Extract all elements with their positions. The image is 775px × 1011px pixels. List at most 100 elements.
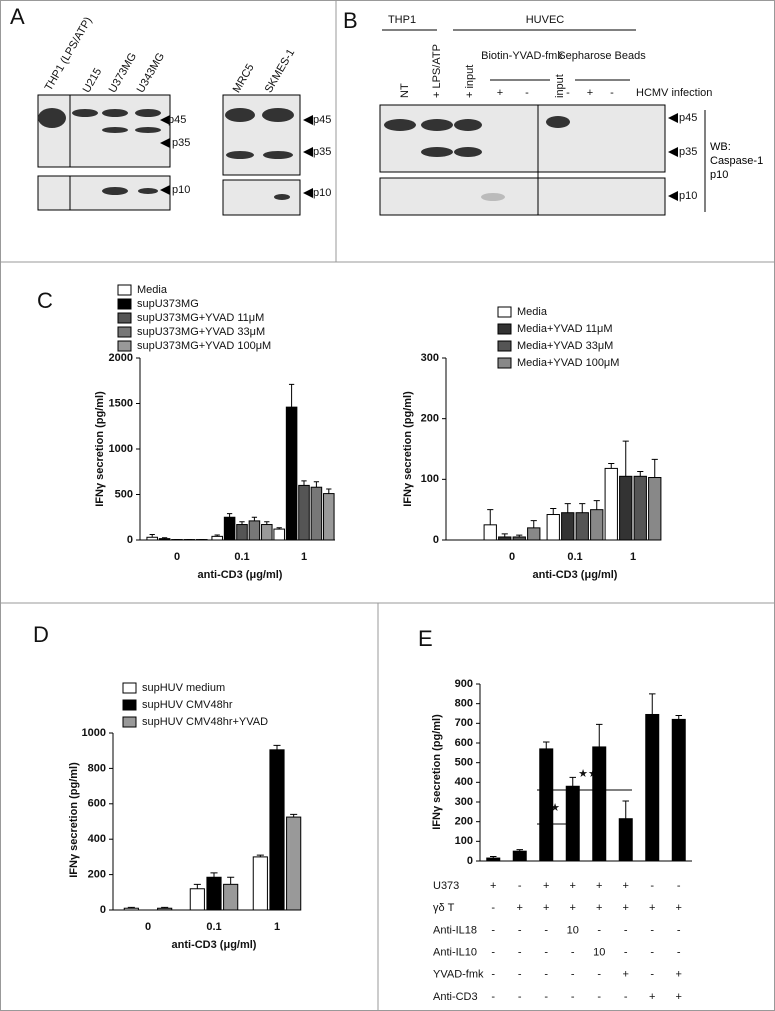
legend-swatch bbox=[117, 298, 132, 310]
x-tick-label: 1 bbox=[301, 551, 307, 563]
lane-label: SKMES-1 bbox=[263, 47, 298, 95]
legend-label: supHUV medium bbox=[142, 682, 225, 694]
y-tick-label: 700 bbox=[455, 717, 473, 729]
band bbox=[481, 193, 505, 201]
cell: + bbox=[543, 902, 549, 914]
x-tick-label: 0.1 bbox=[206, 921, 221, 933]
y-tick-label: 100 bbox=[421, 473, 439, 485]
bar bbox=[512, 536, 526, 541]
bar bbox=[206, 876, 222, 911]
band bbox=[72, 109, 98, 117]
error-bar bbox=[227, 876, 235, 885]
x-tick-label: 1 bbox=[630, 551, 636, 563]
cell: - bbox=[518, 991, 522, 1003]
cell: - bbox=[518, 969, 522, 981]
legend-label: supU373MG bbox=[137, 298, 199, 310]
cell: - bbox=[491, 991, 495, 1003]
cell: - bbox=[491, 969, 495, 981]
bar bbox=[486, 857, 501, 862]
bar bbox=[123, 907, 139, 911]
panel-letter: B bbox=[343, 8, 358, 33]
bar bbox=[498, 536, 512, 541]
bar bbox=[483, 524, 497, 541]
y-axis-label: IFNγ secretion (pg/ml) bbox=[94, 391, 106, 507]
x-axis-label: anti-CD3 (μg/ml) bbox=[533, 569, 618, 581]
marker-label: p10 bbox=[313, 187, 331, 199]
cell: + bbox=[543, 880, 549, 892]
sign: + bbox=[587, 87, 593, 99]
lane-label: + input bbox=[464, 65, 476, 98]
legend-label: supU373MG+YVAD 11μM bbox=[137, 312, 264, 324]
error-bar bbox=[651, 458, 658, 478]
legend-swatch bbox=[117, 340, 132, 352]
cell: - bbox=[518, 947, 522, 959]
lane-label: input bbox=[554, 74, 566, 98]
legend-swatch bbox=[497, 357, 512, 369]
error-bar bbox=[596, 723, 603, 747]
marker-label: p35 bbox=[172, 137, 190, 149]
y-tick-label: 500 bbox=[115, 488, 133, 500]
cell: - bbox=[544, 924, 548, 936]
row-label: Anti-IL18 bbox=[433, 924, 477, 936]
bar bbox=[223, 883, 239, 911]
bar bbox=[539, 748, 554, 862]
error-bar bbox=[313, 481, 320, 488]
significance: ★ bbox=[550, 802, 560, 814]
y-tick-label: 0 bbox=[433, 534, 439, 546]
band bbox=[135, 127, 161, 133]
blot bbox=[379, 104, 666, 173]
marker-label: p45 bbox=[313, 114, 331, 126]
legend-label: Media+YVAD 100μM bbox=[517, 357, 619, 369]
error-bar bbox=[256, 854, 264, 857]
bar bbox=[261, 524, 273, 541]
y-tick-label: 600 bbox=[88, 798, 106, 810]
cell: - bbox=[491, 924, 495, 936]
legend-swatch bbox=[497, 340, 512, 352]
bar bbox=[248, 520, 261, 541]
bar bbox=[252, 856, 268, 911]
band bbox=[102, 109, 128, 117]
x-tick-label: 0.1 bbox=[234, 551, 249, 563]
y-tick-label: 400 bbox=[455, 776, 473, 788]
legend-label: supU373MG+YVAD 33μM bbox=[137, 326, 265, 338]
row-label: Anti-CD3 bbox=[433, 991, 478, 1003]
bar bbox=[273, 528, 285, 541]
x-tick-label: 0 bbox=[145, 921, 151, 933]
marker-label: p45 bbox=[168, 114, 186, 126]
lane-label: MRC5 bbox=[231, 62, 257, 95]
error-bar bbox=[516, 849, 523, 852]
y-tick-label: 200 bbox=[88, 869, 106, 881]
panel-letter: A bbox=[10, 4, 25, 29]
legend-label: Media bbox=[517, 306, 548, 318]
x-tick-label: 1 bbox=[274, 921, 280, 933]
error-bar bbox=[543, 741, 550, 749]
error-bar bbox=[210, 872, 218, 878]
error-bar bbox=[251, 516, 258, 521]
y-axis-label: IFNγ secretion (pg/ml) bbox=[431, 714, 443, 830]
legend-swatch bbox=[117, 284, 132, 296]
legend-label: supHUV CMV48hr+YVAD bbox=[142, 716, 268, 728]
legend-swatch bbox=[122, 699, 137, 711]
bar bbox=[645, 713, 660, 862]
band bbox=[138, 188, 158, 194]
row-label: U373 bbox=[433, 880, 459, 892]
cell: + bbox=[649, 991, 655, 1003]
pulldown-label: Biotin-YVAD-fmk bbox=[481, 50, 563, 62]
error-bar bbox=[161, 906, 169, 909]
bar bbox=[546, 514, 560, 541]
cell: - bbox=[597, 991, 601, 1003]
error-bar bbox=[530, 520, 537, 528]
y-tick-label: 0 bbox=[127, 534, 133, 546]
error-bar bbox=[593, 500, 600, 510]
bar bbox=[527, 527, 541, 541]
bar bbox=[285, 406, 298, 541]
error-bar bbox=[226, 513, 233, 518]
error-bar bbox=[288, 383, 295, 408]
band bbox=[226, 151, 254, 159]
error-bar bbox=[301, 480, 307, 486]
bar bbox=[223, 516, 236, 541]
cell: - bbox=[650, 947, 654, 959]
y-axis-label: IFNγ secretion (pg/ml) bbox=[68, 762, 80, 878]
y-tick-label: 0 bbox=[467, 855, 473, 867]
